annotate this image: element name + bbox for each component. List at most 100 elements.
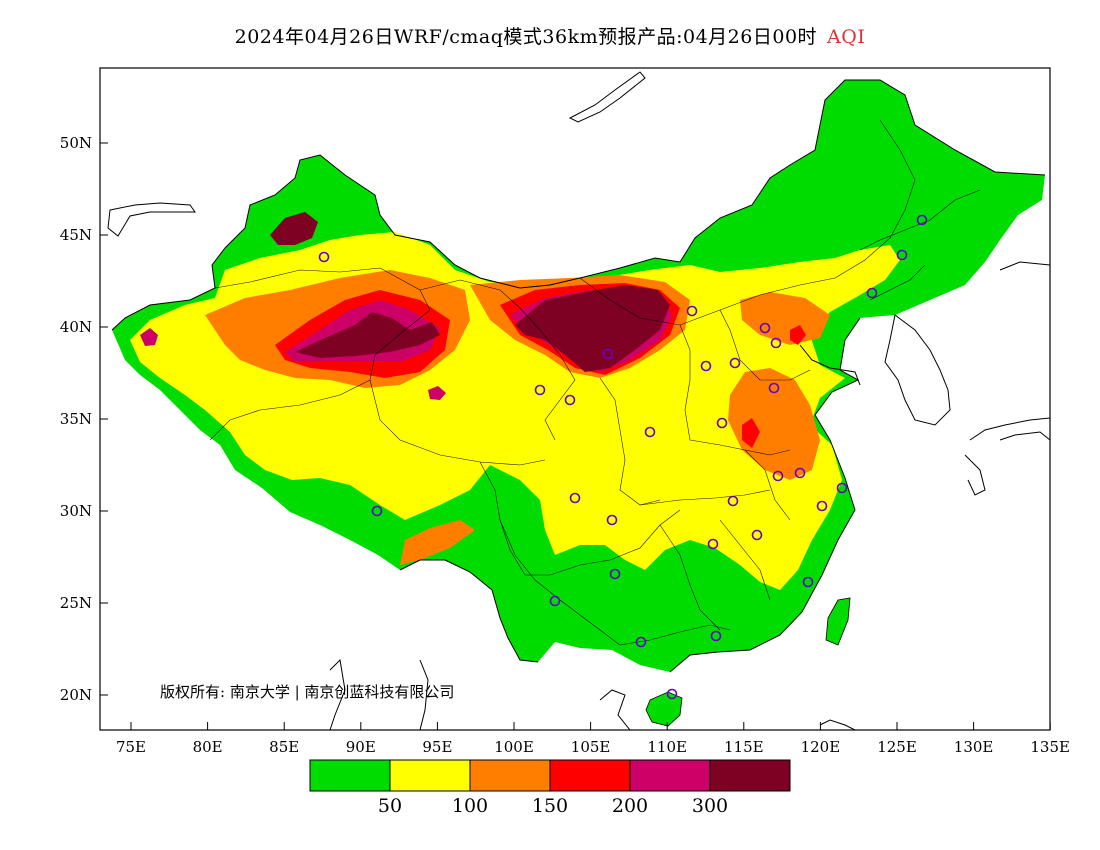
map-title: 2024年04月26日WRF/cmaq模式36km预报产品:04月26日00时 A… (0, 22, 1100, 49)
station-marker (729, 357, 741, 369)
indochina-coast (329, 658, 856, 730)
station-marker (569, 492, 581, 504)
station-marker (759, 322, 771, 334)
station-marker (866, 287, 878, 299)
title-text: 2024年04月26日WRF/cmaq模式36km预报产品:04月26日00时 (234, 26, 818, 48)
station-marker (549, 595, 561, 607)
bohai-coast (799, 344, 861, 386)
border-sichuan (479, 461, 681, 576)
station-marker (686, 305, 698, 317)
lat-label: 50N (60, 134, 92, 152)
lon-label: 75E (116, 738, 146, 756)
hotspot-kashgar (140, 328, 158, 346)
lat-label: 25N (60, 594, 92, 612)
legend-swatch-moderate (389, 759, 471, 792)
lon-label: 125E (877, 738, 917, 756)
latitude-axis: 50N 45N 40N 35N 30N 25N 20N (60, 134, 108, 704)
legend-swatch-heavy (629, 759, 711, 792)
border-jiangxi (719, 519, 771, 601)
border-gansu (419, 279, 576, 441)
hainan-island (645, 691, 683, 727)
legend-label: 150 (532, 795, 568, 817)
station-marker (896, 249, 908, 261)
copyright-text: 版权所有: 南京大学 | 南京创蓝科技有限公司 (160, 683, 454, 701)
lon-label: 120E (801, 738, 841, 756)
station-marker (707, 538, 719, 550)
lon-label: 85E (269, 738, 299, 756)
station-marker (727, 495, 739, 507)
zone-light-tibet (400, 520, 475, 565)
station-marker (644, 426, 656, 438)
lon-label: 135E (1030, 738, 1070, 756)
lon-label: 110E (647, 738, 687, 756)
border-qinghai (369, 379, 546, 466)
station-marker (534, 384, 546, 396)
lat-label: 45N (60, 226, 92, 244)
station-marker (635, 636, 647, 648)
station-marker (836, 482, 848, 494)
lon-label: 80E (193, 738, 223, 756)
station-marker (768, 382, 780, 394)
legend-swatch-severe (709, 759, 791, 792)
lon-label: 95E (422, 738, 452, 756)
balkhash (107, 202, 196, 237)
aqi-legend: 50 100 150 200 300 (309, 759, 791, 817)
zone-severe-xinjiang (270, 212, 318, 245)
lon-label: 115E (724, 738, 764, 756)
station-marker (770, 337, 782, 349)
taiwan-island (825, 597, 851, 646)
border-anhui (744, 449, 791, 521)
hotspot-qaidam (428, 386, 446, 400)
border-shanxi (679, 324, 691, 441)
map-content: 版权所有: 南京大学 | 南京创蓝科技有限公司 (107, 71, 1050, 730)
japan-coast (964, 417, 1050, 496)
station-marker (606, 514, 618, 526)
legend-swatch-light (469, 759, 551, 792)
sakhalin-coast (999, 261, 1050, 271)
map-frame (99, 67, 1051, 731)
legend-label: 300 (692, 795, 728, 817)
lat-label: 40N (60, 318, 92, 336)
border-guangxi (619, 624, 731, 646)
station-marker (716, 417, 728, 429)
coastlines (107, 71, 1050, 730)
station-marker (700, 360, 712, 372)
border-northeast (859, 189, 981, 301)
lat-label: 35N (60, 410, 92, 428)
legend-swatch-good (309, 759, 391, 792)
legend-label: 50 (378, 795, 402, 817)
baikal (568, 71, 646, 123)
station-marker (564, 394, 576, 406)
hotspot-henan (742, 418, 760, 448)
station-marker (802, 576, 814, 588)
province-borders (209, 119, 981, 646)
china-border (111, 79, 1046, 673)
station-marker (710, 630, 722, 642)
station-marker (609, 568, 621, 580)
station-marker (816, 500, 828, 512)
station-marker (318, 251, 330, 263)
legend-swatch-medium (549, 759, 631, 792)
zone-light-east (728, 368, 820, 480)
lon-label: 130E (954, 738, 994, 756)
station-marker (666, 688, 678, 700)
border-xinjiang (209, 267, 431, 441)
lon-label: 90E (346, 738, 376, 756)
station-markers (318, 214, 928, 700)
lon-label: 105E (571, 738, 611, 756)
lat-label: 20N (60, 686, 92, 704)
korea-coast (884, 314, 951, 426)
border-hubei (639, 489, 771, 506)
lon-label: 100E (494, 738, 534, 756)
zone-severe-north (515, 285, 670, 372)
station-marker (916, 214, 928, 226)
station-marker (794, 467, 806, 479)
hotspot-bohai (790, 325, 806, 345)
border-neimenggu (579, 119, 916, 326)
longitude-axis: 75E 80E 85E 90E 95E 100E 105E 110E 115E 120E 125E 1… (116, 722, 1070, 756)
title-variable: AQI (827, 26, 866, 48)
station-marker (751, 529, 763, 541)
station-marker (371, 505, 383, 517)
border-hunan (659, 524, 721, 631)
